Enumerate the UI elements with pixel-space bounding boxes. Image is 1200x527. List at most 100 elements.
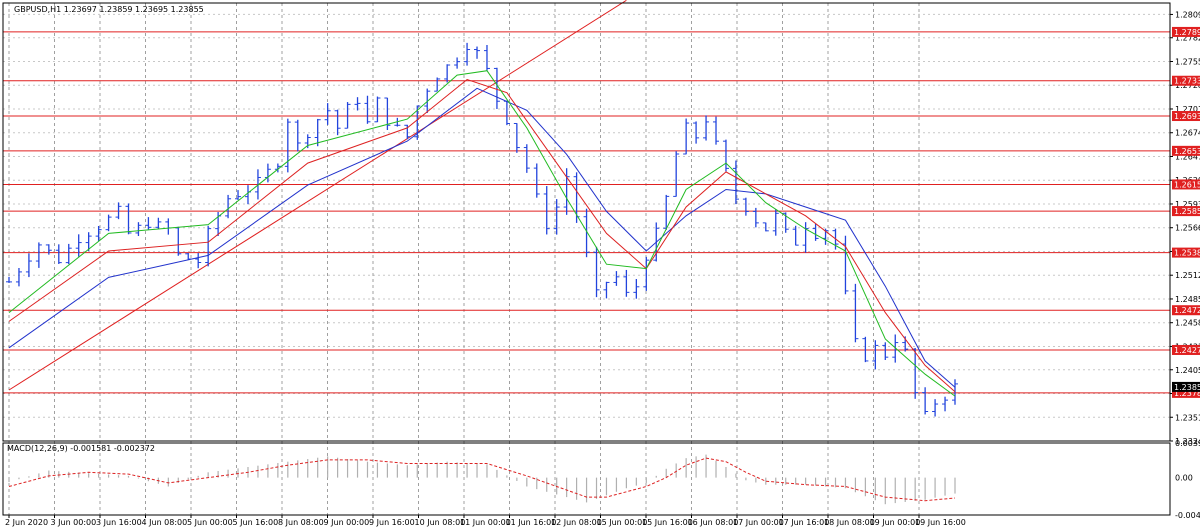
ohlc-bar [225, 194, 232, 219]
ohlc-bar [952, 379, 958, 405]
ohlc-bar [25, 253, 32, 278]
current-price-label: 1.23855 [1174, 383, 1200, 392]
ohlc-bar [583, 208, 590, 258]
ohlc-bar [404, 124, 411, 140]
level-label: 1.26157 [1174, 180, 1200, 189]
ohlc-bar [294, 119, 301, 152]
ohlc-bar [95, 225, 102, 241]
ma-red-line [8, 78, 956, 393]
level-label: 1.23787 [1174, 389, 1200, 398]
level-label-bg [1172, 344, 1200, 355]
ohlc-bar [922, 387, 929, 415]
price-tick-label: 1.25665 [1175, 224, 1200, 233]
ohlc-bar [742, 197, 749, 216]
time-tick-label: 18 Jun 08:00 [824, 518, 875, 527]
ohlc-bar [205, 225, 212, 267]
ohlc-bar [892, 334, 899, 363]
time-tick-label: 5 Jun 00:00 [187, 518, 233, 527]
time-tick-label: 17 Jun 00:00 [733, 518, 784, 527]
level-label-bg [1172, 111, 1200, 122]
ohlc-bar [75, 234, 82, 257]
macd-signal-line [8, 457, 956, 502]
price-tick-label: 1.24050 [1175, 366, 1200, 375]
ohlc-bar [15, 268, 22, 287]
ohlc-bar [125, 203, 132, 235]
ohlc-bar [683, 118, 690, 155]
ohlc-bar [185, 253, 192, 260]
ohlc-bar [424, 88, 431, 113]
ohlc-bar [483, 44, 490, 71]
ohlc-bar [693, 121, 700, 144]
ohlc-bar [932, 399, 939, 417]
time-tick-label: 3 Jun 00:00 [51, 518, 97, 527]
ohlc-bar [752, 207, 759, 228]
ohlc-bar [444, 64, 451, 83]
time-tick-label: 11 Jun 16:00 [506, 518, 557, 527]
time-tick-label: 9 Jun 16:00 [369, 518, 415, 527]
ohlc-bar [593, 246, 600, 298]
price-tick-label: 1.25935 [1175, 200, 1200, 209]
level-label: 1.25854 [1174, 207, 1200, 216]
moving-averages [8, 70, 956, 397]
time-tick-label: 9 Jun 00:00 [324, 518, 370, 527]
trendline-layer [8, 0, 627, 391]
time-tick-label: 15 Jun 16:00 [642, 518, 693, 527]
level-label: 1.24275 [1174, 346, 1200, 355]
level-label-bg [1172, 26, 1200, 37]
ohlc-bar [374, 96, 381, 123]
ohlc-bar [254, 169, 261, 200]
ohlc-bar [792, 225, 799, 246]
ohlc-bar [493, 67, 500, 109]
ohlc-bar [135, 222, 142, 237]
time-tick-label: 15 Jun 00:00 [597, 518, 648, 527]
level-label: 1.25382 [1174, 249, 1200, 258]
ohlc-bar [115, 202, 122, 220]
time-tick-label: 4 Jun 08:00 [142, 518, 188, 527]
time-tick-label: 2 Jun 2020 [5, 518, 48, 527]
ohlc-bar [55, 244, 62, 265]
ohlc-bar [663, 194, 670, 231]
level-label-bg [1172, 75, 1200, 86]
ohlc-bar [543, 186, 550, 235]
ohlc-bar [673, 151, 680, 197]
ohlc-bar [155, 217, 162, 230]
ohlc-bar [633, 279, 640, 299]
level-label: 1.24727 [1174, 306, 1200, 315]
time-tick-label: 17 Jun 16:00 [779, 518, 830, 527]
ohlc-bar [364, 95, 371, 124]
ohlc-bar [235, 190, 242, 200]
ohlc-bar [334, 109, 341, 136]
ohlc-bar [324, 103, 331, 125]
ma-blue-line [8, 87, 956, 388]
ohlc-bar [45, 244, 52, 255]
ohlc-bar [852, 283, 859, 343]
price-tick-label: 1.23240 [1175, 437, 1200, 446]
ohlc-bar [713, 116, 720, 145]
ohlc-bar [434, 77, 441, 92]
price-tick-label: 1.23510 [1175, 413, 1200, 422]
macd-tick-label: -0.00422 [1175, 511, 1200, 520]
ohlc-bar [503, 100, 510, 126]
ohlc-bar [643, 256, 650, 291]
ohlc-bar [703, 115, 710, 141]
trendline [8, 0, 627, 391]
axes [2, 2, 1171, 516]
level-label-bg [1172, 387, 1200, 398]
ohlc-bar [603, 281, 610, 299]
ohlc-bar [563, 168, 570, 215]
ohlc-bar [65, 243, 72, 265]
level-label-bg [1172, 247, 1200, 258]
axis-labels: 1.280901.278251.275551.272851.270151.267… [5, 10, 1200, 527]
ohlc-bar [354, 97, 361, 111]
price-tick-label: 1.24585 [1175, 319, 1200, 328]
price-tick-label: 1.28090 [1175, 10, 1200, 19]
grid [3, 3, 1170, 515]
level-label-bg [1172, 145, 1200, 156]
ohlc-bar [523, 144, 530, 173]
ohlc-bar [105, 214, 112, 232]
ohlc-bar [35, 242, 42, 268]
macd-tick-label: 0.00 [1175, 474, 1193, 483]
price-tick-label: 1.27015 [1175, 105, 1200, 114]
